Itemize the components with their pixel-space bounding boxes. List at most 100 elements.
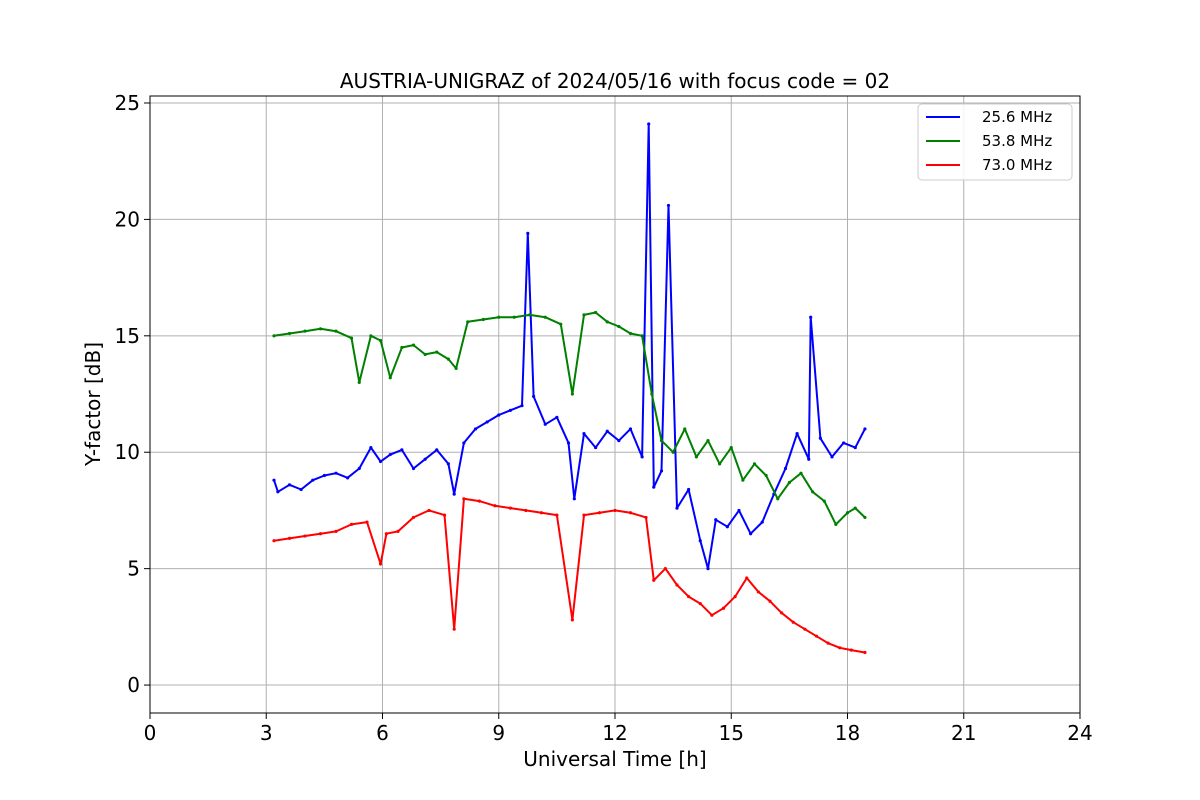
series-point [497, 413, 501, 417]
series-point [303, 329, 307, 333]
series-point [842, 441, 846, 445]
series-point [520, 404, 524, 408]
series-point [694, 455, 698, 459]
series-point [543, 422, 547, 426]
series-point [640, 455, 644, 459]
series-point [659, 438, 664, 443]
series-point [826, 641, 830, 645]
series-point [721, 606, 726, 610]
series-point [752, 462, 757, 466]
series-point [594, 310, 598, 315]
series-point [613, 508, 617, 513]
series-point [346, 476, 350, 480]
series-point [811, 490, 815, 494]
series-point [299, 487, 303, 492]
x-tick-label: 18 [835, 721, 860, 745]
series-point [452, 627, 456, 631]
series-point [388, 376, 392, 380]
series-point [388, 452, 392, 457]
series-point [446, 357, 450, 361]
series-point [555, 415, 559, 419]
series-point [318, 327, 323, 331]
series-line-73-0-mhz [273, 497, 866, 654]
series-point [640, 334, 644, 338]
series-point [378, 338, 383, 343]
series-point [780, 611, 784, 615]
series-point [427, 508, 431, 513]
series-point [287, 331, 292, 336]
x-tick-label: 12 [602, 721, 627, 745]
series-point [303, 534, 307, 538]
series-point [652, 485, 656, 489]
series-point [400, 345, 404, 350]
series-point [272, 478, 276, 482]
series-point [628, 427, 633, 431]
series-point [477, 499, 481, 503]
series-point [853, 506, 857, 510]
series-point [687, 487, 691, 492]
series-point [650, 392, 654, 396]
series-point [400, 448, 404, 452]
series-point [814, 634, 819, 638]
series-point [357, 466, 361, 471]
series-point [539, 511, 543, 515]
series-point [543, 315, 547, 319]
series-line-53-8-mhz [273, 311, 866, 526]
series-point [462, 497, 466, 501]
series-point [276, 490, 280, 494]
series-point [572, 497, 576, 501]
series-point [570, 392, 574, 396]
x-tick-label: 6 [376, 721, 389, 745]
x-tick-label: 15 [719, 721, 744, 745]
y-tick-label: 25 [115, 91, 140, 115]
x-tick-label: 3 [260, 721, 273, 745]
series-point [349, 336, 354, 340]
y-tick-label: 20 [115, 207, 140, 231]
axis-ticks: 0 3 6 9 12 15 18 21 24 0 5 10 15 20 25 [115, 91, 1093, 745]
series-point [729, 445, 733, 450]
legend-label: 73.0 MHz [982, 156, 1052, 174]
y-tick-label: 5 [127, 557, 140, 581]
series-point [526, 231, 530, 235]
series-point [532, 394, 536, 398]
series-point [799, 471, 803, 475]
x-tick-label: 9 [492, 721, 505, 745]
series-point [485, 420, 489, 424]
series-point [809, 315, 813, 319]
x-tick-label: 21 [951, 721, 976, 745]
series-point [384, 532, 388, 536]
series-point [357, 380, 361, 384]
series-point [423, 457, 427, 461]
legend-label: 25.6 MHz [982, 108, 1052, 126]
series-point [466, 320, 470, 324]
series-point [617, 324, 621, 329]
series-point [718, 462, 722, 466]
series-point [783, 466, 788, 471]
series-point [452, 492, 456, 496]
series-point [566, 441, 571, 445]
series-point [396, 529, 400, 533]
series-point [853, 445, 857, 450]
series-point [834, 522, 838, 527]
series-point [555, 513, 559, 517]
y-tick-label: 10 [115, 440, 140, 464]
series-point [741, 478, 745, 482]
series-point [776, 497, 780, 501]
series-point [698, 539, 702, 543]
x-tick-label: 0 [144, 721, 157, 745]
series-point [803, 627, 807, 631]
series-point [659, 469, 664, 473]
series-point [714, 518, 718, 522]
chart-title: AUSTRIA-UNIGRAZ of 2024/05/16 with focus… [340, 69, 890, 93]
series-point [787, 480, 791, 485]
series-point [652, 578, 656, 582]
series-point [818, 436, 822, 440]
series-point [597, 511, 602, 515]
series-point [334, 471, 338, 475]
x-axis-label: Universal Time [h] [523, 747, 706, 771]
y-axis-label: Y-factor [dB] [81, 342, 105, 467]
series-point [512, 315, 516, 319]
series-point [411, 515, 416, 520]
series-point [369, 445, 373, 450]
